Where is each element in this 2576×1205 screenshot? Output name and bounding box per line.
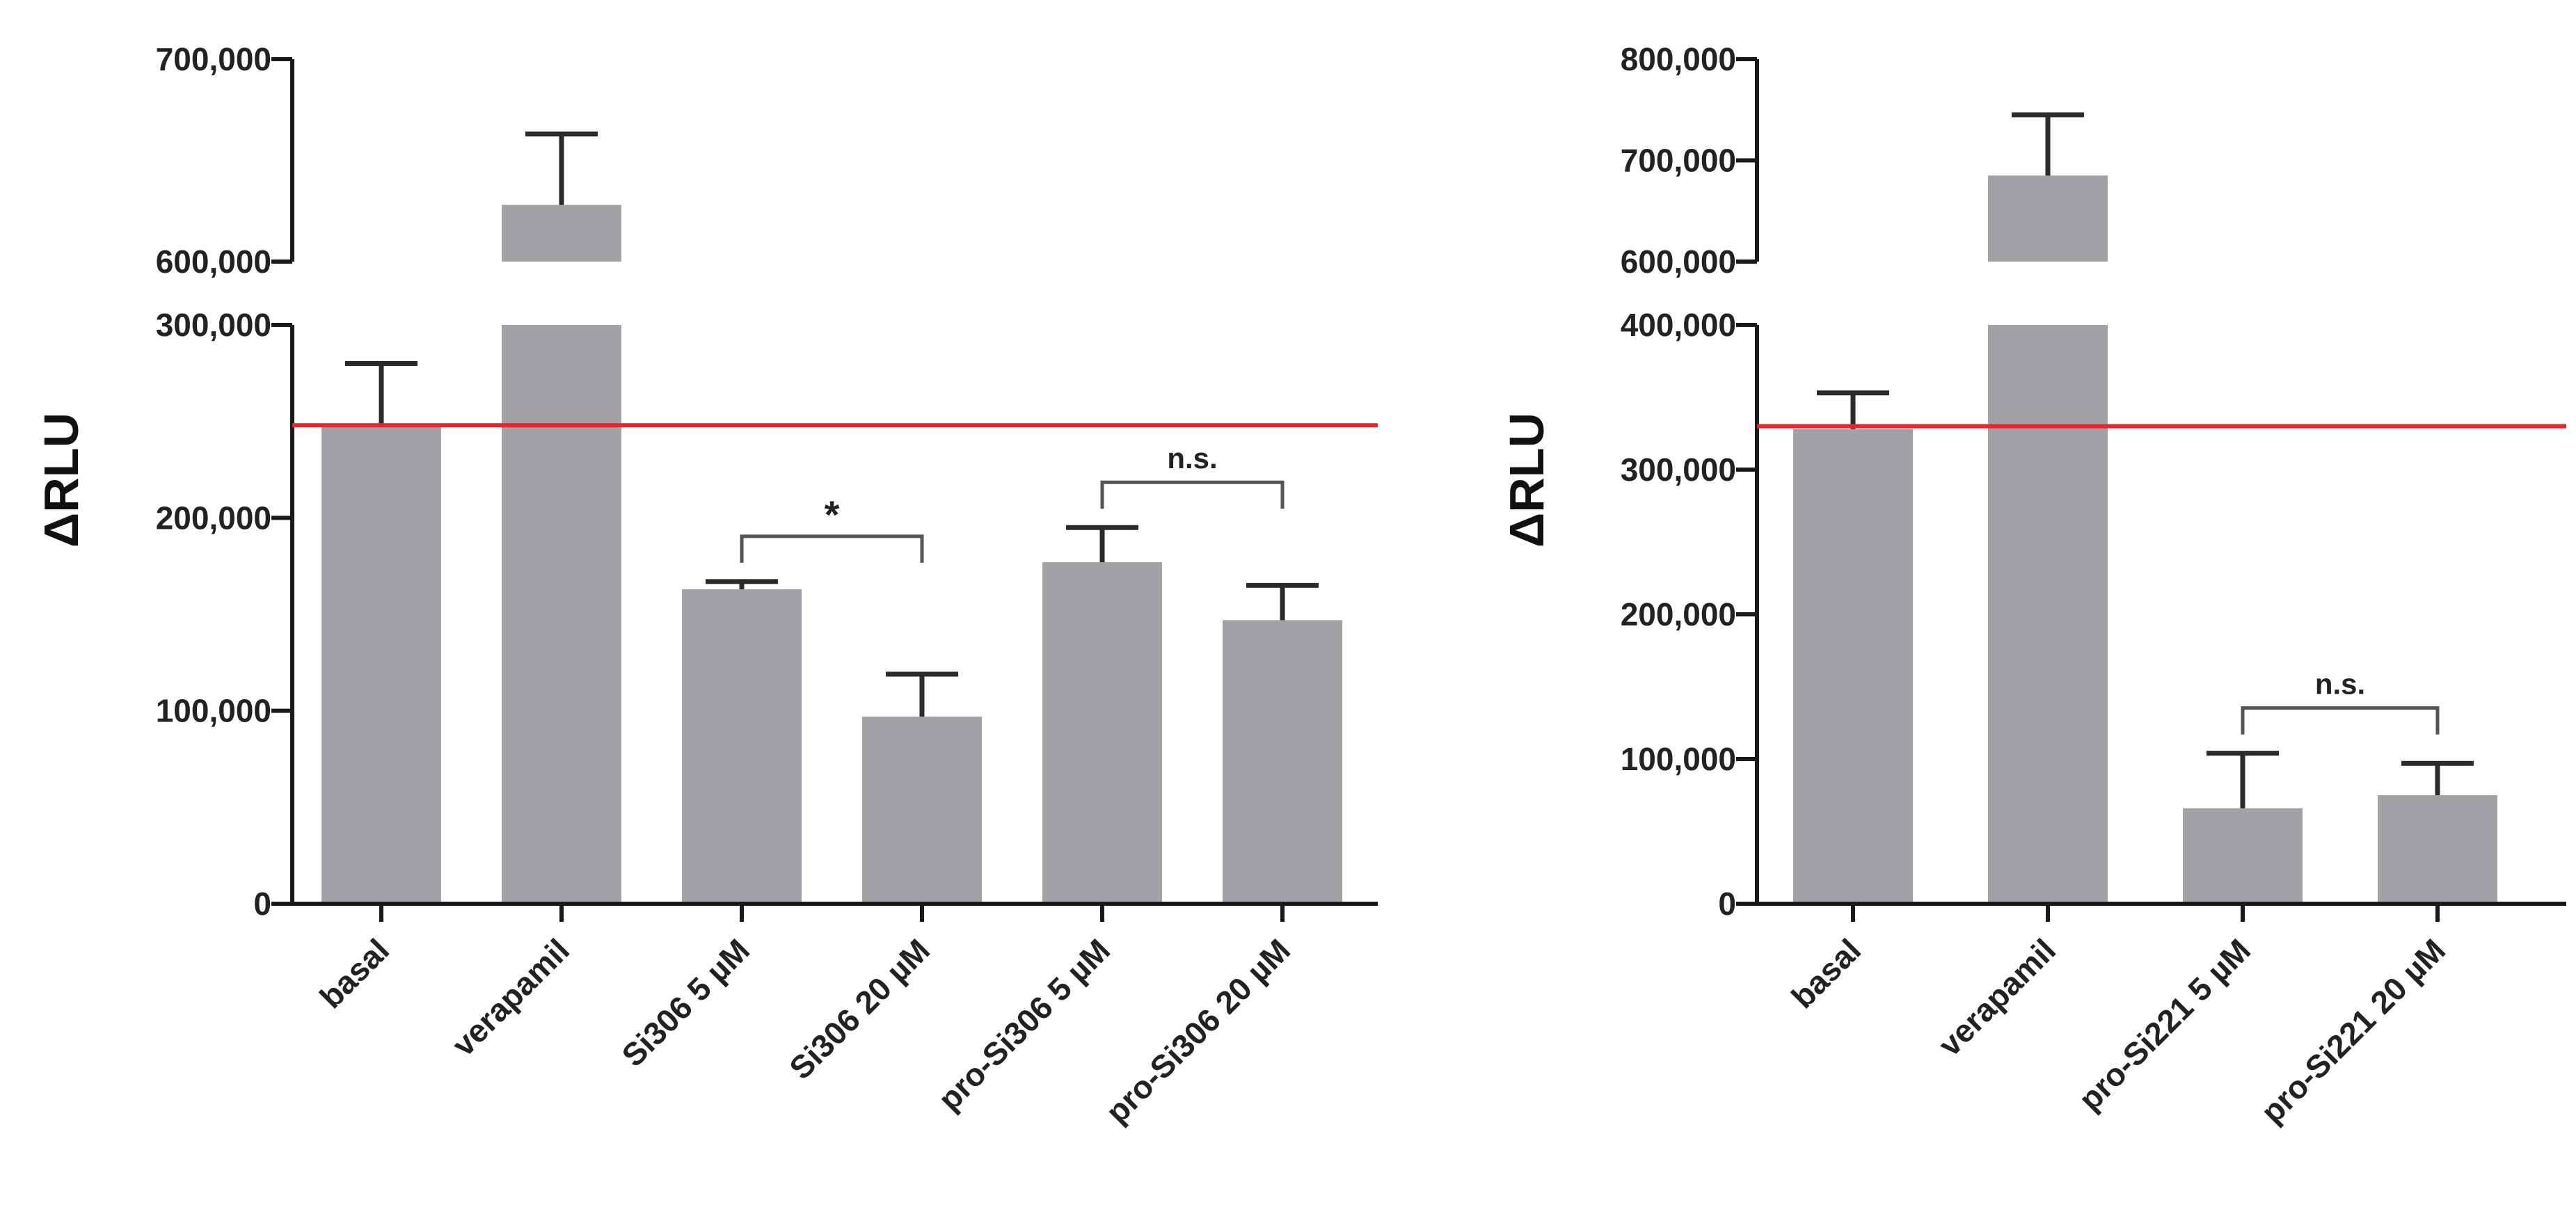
significance-bracket-2 bbox=[1100, 480, 1285, 509]
x-tick-label-3: pro-Si221 5 µM bbox=[2072, 932, 2257, 1117]
y-upper-tick-label-1: 600,000 bbox=[156, 244, 271, 280]
y-lower-tick-label-4: 300,000 bbox=[1621, 452, 1736, 488]
significance-bracket-1 bbox=[2241, 706, 2440, 735]
x-tick-label-1: basal bbox=[312, 932, 396, 1015]
right-panel: 0 100,000 200,000 300,000 400,000 600,000 700,… bbox=[1500, 41, 2566, 1130]
x-tick-label-4: Si306 20 µM bbox=[782, 932, 937, 1086]
x-tick-label-3: Si306 5 µM bbox=[614, 932, 756, 1074]
y-axis-title: ΔRLU bbox=[34, 413, 88, 548]
y-axis-title: ΔRLU bbox=[1500, 413, 1554, 548]
x-tick-label-2: verapamil bbox=[1931, 932, 2062, 1063]
left-panel: 0 100,000 200,000 300,000 600,000 700,000 basa… bbox=[34, 41, 1378, 1130]
y-lower-tick-label-4: 300,000 bbox=[156, 307, 271, 343]
significance-bracket-1 bbox=[740, 534, 924, 563]
bar-1 bbox=[1793, 429, 1913, 904]
bar-4 bbox=[862, 716, 982, 904]
y-upper-tick-label-1: 600,000 bbox=[1621, 244, 1736, 280]
significance-label-1: n.s. bbox=[2315, 668, 2365, 701]
bar-4 bbox=[2378, 795, 2497, 904]
y-upper-tick-label-3: 800,000 bbox=[1621, 41, 1736, 77]
x-tick-label-4: pro-Si221 20 µM bbox=[2254, 932, 2452, 1130]
bar-1 bbox=[321, 425, 441, 904]
bar-6 bbox=[1223, 620, 1342, 904]
y-lower-tick-label-1: 0 bbox=[253, 886, 271, 922]
y-lower-tick-label-3: 200,000 bbox=[1621, 596, 1736, 632]
y-lower-tick-label-2: 100,000 bbox=[156, 693, 271, 729]
bar-2-lower-segment bbox=[1988, 325, 2108, 904]
y-lower-tick-label-2: 100,000 bbox=[1621, 741, 1736, 777]
bar-2-upper-segment bbox=[1988, 175, 2108, 262]
bar-3 bbox=[682, 589, 802, 904]
x-tick-label-6: pro-Si306 20 µM bbox=[1099, 932, 1297, 1130]
bar-3 bbox=[2183, 808, 2303, 904]
x-tick-label-2: verapamil bbox=[445, 932, 576, 1063]
y-upper-tick-label-2: 700,000 bbox=[1621, 143, 1736, 179]
bar-2-lower-segment bbox=[502, 325, 621, 904]
significance-label-1: * bbox=[825, 493, 840, 536]
significance-label-2: n.s. bbox=[1167, 442, 1217, 474]
bar-2-upper-segment bbox=[502, 205, 621, 262]
y-lower-tick-label-1: 0 bbox=[1718, 886, 1736, 922]
y-lower-tick-label-3: 200,000 bbox=[156, 500, 271, 536]
x-tick-label-5: pro-Si306 5 µM bbox=[931, 932, 1117, 1117]
y-upper-tick-label-2: 700,000 bbox=[156, 41, 271, 77]
bar-5 bbox=[1042, 562, 1162, 904]
y-lower-tick-label-5: 400,000 bbox=[1621, 307, 1736, 343]
x-tick-label-1: basal bbox=[1784, 932, 1868, 1015]
